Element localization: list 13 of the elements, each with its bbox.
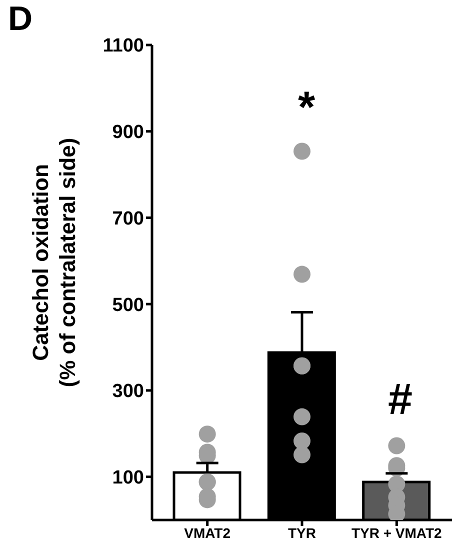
y-axis-title: Catechol oxidation (% of contralateral side) [28,138,80,388]
y-tick-label: 300 [112,381,144,402]
annotation: * [298,83,316,132]
y-tick-label: 900 [112,122,144,144]
chart-title: D [8,0,33,39]
y-tick-label: 1100 [102,36,144,57]
y-tick-label: 700 [112,208,144,230]
x-tick-label: TYR [288,524,316,541]
y-tick-label: 500 [112,294,144,316]
x-tick-label: TYR + VMAT2 [351,524,442,541]
annotation: # [388,375,412,424]
y-tick-label: 100 [112,468,144,489]
x-tick-label: VMAT2 [184,524,231,541]
